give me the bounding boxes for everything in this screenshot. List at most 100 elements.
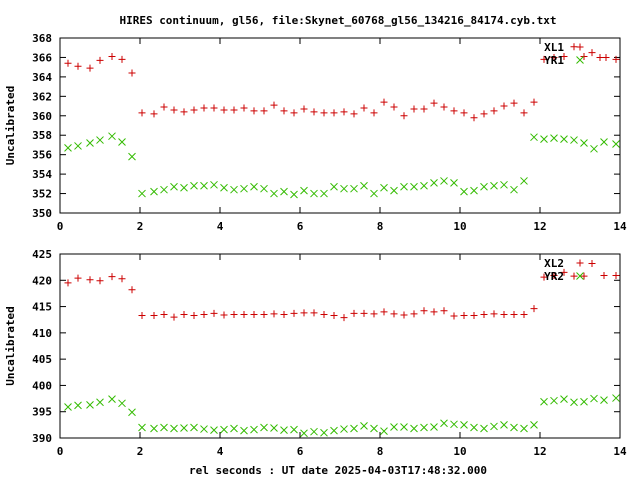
data-point-yr2 — [350, 424, 358, 433]
x-tick-label: 6 — [297, 445, 304, 458]
data-point-xl1 — [230, 106, 238, 114]
x-tick-label: 12 — [533, 220, 546, 233]
data-point-yr2 — [160, 423, 168, 432]
x-tick-label: 8 — [377, 445, 384, 458]
data-point-yr2 — [260, 423, 268, 432]
plot-frame — [59, 37, 621, 214]
y-tick-label: 368 — [32, 32, 52, 45]
data-point-yr2 — [300, 429, 308, 438]
data-point-xl2 — [540, 273, 548, 281]
data-point-xl1 — [300, 105, 308, 113]
data-point-yr1 — [510, 185, 518, 194]
data-point-yr1 — [480, 182, 488, 191]
data-point-xl1 — [430, 99, 438, 107]
data-point-xl1 — [440, 103, 448, 111]
y-tick-label: 420 — [32, 274, 52, 287]
y-tick-label: 360 — [32, 110, 52, 123]
data-point-xl2 — [74, 274, 82, 282]
data-point-xl1 — [370, 109, 378, 117]
data-point-xl1 — [150, 110, 158, 118]
legend-marker — [576, 56, 584, 64]
data-point-xl1 — [64, 59, 72, 67]
data-point-xl1 — [350, 110, 358, 118]
bottom-panel: 0 2 4 6 8 10 12 14 390 395 400 405 410 415 420 425 Uncal… — [4, 248, 627, 458]
data-point-yr1 — [210, 180, 218, 189]
y-tick-label: 425 — [32, 248, 52, 261]
data-point-yr1 — [300, 186, 308, 195]
data-point-yr1 — [190, 181, 198, 190]
data-point-xl2 — [240, 310, 248, 318]
y-tick-label: 410 — [32, 327, 52, 340]
data-point-yr1 — [370, 189, 378, 198]
data-point-xl1 — [588, 49, 596, 57]
data-point-yr1 — [330, 182, 338, 191]
data-point-xl1 — [460, 109, 468, 117]
data-point-yr1 — [138, 189, 146, 198]
y-tick-label: 356 — [32, 149, 52, 162]
data-point-xl2 — [450, 312, 458, 320]
data-point-xl2 — [430, 308, 438, 316]
data-point-xl2 — [150, 312, 158, 320]
data-point-xl2 — [560, 268, 568, 276]
legend-marker — [576, 259, 584, 267]
x-axis-label: rel seconds : UT date 2025-04-03T17:48:3… — [189, 464, 487, 477]
data-point-yr1 — [410, 182, 418, 191]
data-point-yr1 — [530, 133, 538, 142]
x-tick-label: 8 — [377, 220, 384, 233]
data-point-xl2 — [320, 310, 328, 318]
data-point-xl1 — [240, 104, 248, 112]
data-point-yr1 — [380, 183, 388, 192]
data-point-yr2 — [64, 403, 72, 411]
data-point-xl2 — [170, 313, 178, 321]
data-point-yr2 — [170, 424, 178, 433]
data-point-xl1 — [180, 108, 188, 116]
data-point-yr2 — [240, 426, 248, 435]
data-point-xl1 — [520, 109, 528, 117]
data-point-yr2 — [96, 398, 104, 407]
data-point-yr1 — [280, 187, 288, 196]
data-point-xl1 — [290, 109, 298, 117]
data-point-yr1 — [200, 181, 208, 190]
data-point-xl2 — [128, 286, 136, 294]
y-tick-label: 400 — [32, 379, 52, 392]
legend-label: XL1 — [544, 41, 564, 54]
data-point-xl2 — [96, 277, 104, 285]
data-point-yr2 — [86, 401, 94, 409]
data-point-yr2 — [500, 421, 508, 429]
data-point-yr2 — [108, 395, 116, 403]
data-point-xl2 — [250, 310, 258, 318]
data-point-xl1 — [74, 62, 82, 70]
data-point-xl1 — [360, 104, 368, 112]
data-point-xl2 — [360, 309, 368, 317]
data-point-xl2 — [108, 273, 116, 281]
data-point-xl1 — [596, 53, 604, 61]
y-tick-label: 366 — [32, 51, 52, 64]
data-point-xl2 — [490, 310, 498, 318]
data-point-yr2 — [220, 425, 228, 434]
data-point-yr2 — [230, 424, 238, 433]
data-point-yr2 — [250, 425, 258, 434]
data-point-yr2 — [330, 426, 338, 435]
chart-title: HIRES continuum, gl56, file:Skynet_60768… — [119, 14, 556, 27]
data-point-yr2 — [430, 423, 438, 431]
data-point-xl2 — [380, 308, 388, 316]
y-axis-label: Uncalibrated — [4, 86, 17, 165]
data-point-yr2 — [440, 419, 448, 428]
data-point-xl1 — [560, 52, 568, 60]
y-tick-label: 358 — [32, 129, 52, 142]
legend-marker — [576, 272, 584, 280]
data-point-yr2 — [590, 394, 598, 403]
data-point-yr2 — [520, 424, 528, 433]
data-point-yr1 — [400, 182, 408, 191]
x-tick-label: 2 — [137, 445, 144, 458]
data-point-yr1 — [550, 134, 558, 142]
data-point-xl1 — [200, 104, 208, 112]
data-point-yr2 — [210, 426, 218, 434]
data-point-xl2 — [180, 310, 188, 318]
data-point-yr1 — [290, 190, 298, 199]
data-point-yr1 — [260, 184, 268, 193]
data-point-yr1 — [150, 187, 158, 196]
data-point-xl2 — [330, 312, 338, 320]
data-point-xl2 — [510, 310, 518, 318]
data-point-yr2 — [190, 423, 198, 432]
